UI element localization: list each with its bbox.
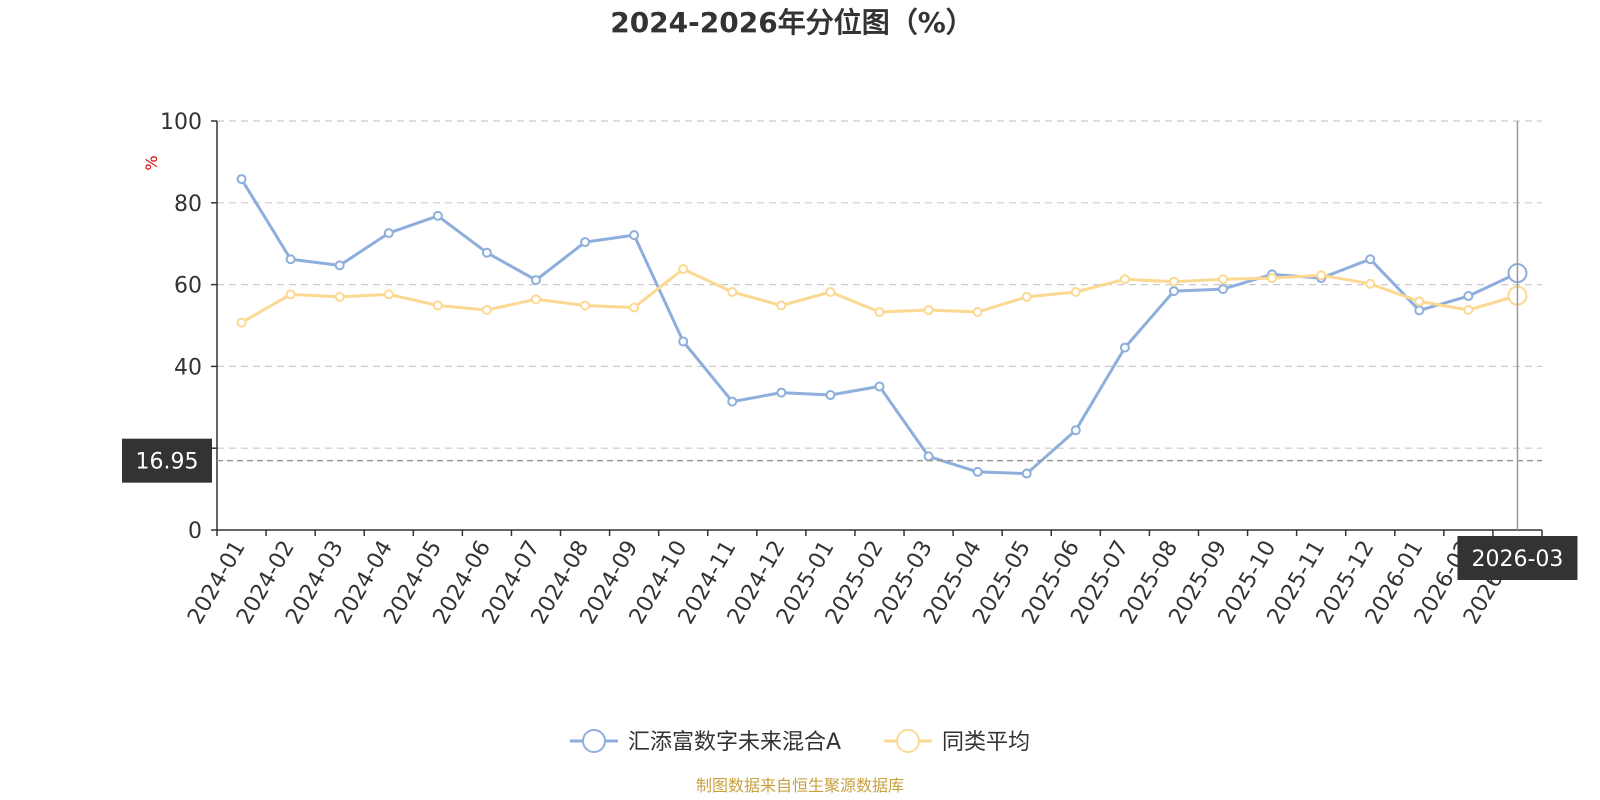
series-1-point[interactable]	[923, 451, 934, 462]
legend-label[interactable]: 同类平均	[942, 730, 1030, 755]
crosshair: 16.95 2026-03	[122, 121, 1578, 580]
y-axis-unit: %	[142, 155, 161, 170]
series-2-point[interactable]	[1070, 286, 1081, 297]
grid-lines	[217, 120, 1542, 449]
y-tick-label: 40	[174, 355, 202, 380]
series-2-point[interactable]	[678, 264, 689, 275]
y-tick-label: 100	[160, 110, 202, 135]
series-1-point[interactable]	[1168, 286, 1179, 297]
series-2-point[interactable]	[334, 291, 345, 302]
series-2-point[interactable]	[1267, 273, 1278, 284]
series-1-point[interactable]	[580, 237, 591, 248]
series-1-point[interactable]	[383, 228, 394, 239]
series-1-point[interactable]	[285, 254, 296, 265]
y-tick-label: 0	[188, 519, 202, 544]
series-1-point[interactable]	[678, 336, 689, 347]
series-1-point[interactable]	[481, 247, 492, 258]
series-2-point[interactable]	[874, 307, 885, 318]
series-lines	[236, 174, 1528, 479]
series-2-point[interactable]	[1168, 276, 1179, 287]
series-2-point[interactable]	[825, 286, 836, 297]
series-1-point[interactable]	[1070, 425, 1081, 436]
series-2-point[interactable]	[923, 304, 934, 315]
series-2-point[interactable]	[1316, 270, 1327, 281]
series-2-point[interactable]	[1119, 274, 1130, 285]
series-1-point[interactable]	[432, 210, 443, 221]
series-1-point[interactable]	[334, 260, 345, 271]
series-1-point[interactable]	[972, 466, 983, 477]
data-source-note: 制图数据来自恒生聚源数据库	[696, 776, 904, 795]
series-1-point[interactable]	[530, 275, 541, 286]
series-2-point[interactable]	[236, 317, 247, 328]
y-tick-label: 80	[174, 192, 202, 217]
crosshair-y-label: 16.95	[136, 450, 199, 475]
series-1-point[interactable]	[825, 390, 836, 401]
axes: 0204060801002024-012024-022024-032024-04…	[160, 110, 1543, 629]
series-2-point[interactable]	[1021, 291, 1032, 302]
chart-title: 2024-2026年分位图（%）	[610, 6, 974, 39]
crosshair-y-label-box	[122, 438, 212, 483]
series-1-point[interactable]	[776, 387, 787, 398]
series-2-point[interactable]	[580, 300, 591, 311]
series-2-point[interactable]	[1218, 274, 1229, 285]
legend-swatch-marker[interactable]	[896, 729, 920, 753]
series-1-point[interactable]	[727, 396, 738, 407]
legend-label[interactable]: 汇添富数字未来混合A	[628, 730, 841, 755]
series-2-point[interactable]	[727, 286, 738, 297]
series-1-point[interactable]	[629, 230, 640, 241]
series-2-point[interactable]	[1414, 296, 1425, 307]
series-1-point[interactable]	[874, 381, 885, 392]
series-1-point[interactable]	[236, 174, 247, 185]
crosshair-x-label-box	[1457, 536, 1578, 580]
legend-swatch-marker[interactable]	[582, 729, 606, 753]
series-2-point[interactable]	[776, 300, 787, 311]
series-2-point[interactable]	[285, 289, 296, 300]
series-2-point[interactable]	[629, 302, 640, 313]
series-2-point[interactable]	[972, 307, 983, 318]
series-2-point[interactable]	[383, 289, 394, 300]
y-tick-label: 60	[174, 274, 202, 299]
legend: 汇添富数字未来混合A 同类平均	[570, 729, 1030, 755]
series-1-point[interactable]	[1021, 468, 1032, 479]
series-2-point[interactable]	[1463, 304, 1474, 315]
series-1-point[interactable]	[1463, 291, 1474, 302]
series-line-1	[240, 178, 1519, 476]
series-2-point[interactable]	[1365, 278, 1376, 289]
crosshair-x-label: 2026-03	[1472, 547, 1564, 572]
series-1-point[interactable]	[1414, 305, 1425, 316]
series-2-point[interactable]	[432, 300, 443, 311]
series-1-point[interactable]	[1218, 284, 1229, 295]
series-1-point[interactable]	[1119, 342, 1130, 353]
series-2-point[interactable]	[481, 304, 492, 315]
series-1-point[interactable]	[1365, 254, 1376, 265]
series-2-point[interactable]	[530, 294, 541, 305]
